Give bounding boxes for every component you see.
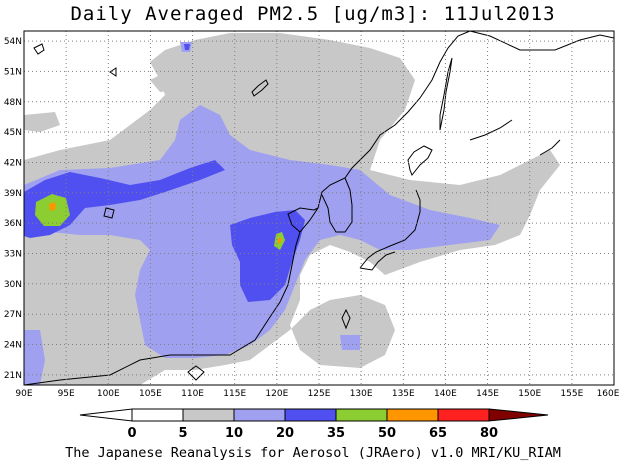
lon-label: 160E	[597, 389, 620, 399]
lon-label: 95E	[58, 389, 75, 399]
map-frame	[23, 30, 615, 386]
colorbar: 0 5 10 20 35 50 65 80	[79, 408, 549, 441]
lon-label: 130E	[350, 389, 373, 399]
lat-label: 24N	[4, 341, 22, 351]
lat-label: 39N	[4, 189, 22, 199]
lon-label: 120E	[265, 389, 288, 399]
colorbar-segment	[437, 408, 490, 422]
colorbar-label: 50	[378, 426, 396, 441]
colorbar-label: 65	[429, 426, 447, 441]
colorbar-segment	[386, 408, 439, 422]
colorbar-segment	[182, 408, 235, 422]
latitude-labels: 21N 24N 27N 30N 33N 36N 39N 42N 45N 48N …	[4, 37, 22, 381]
colorbar-label: 20	[276, 426, 294, 441]
lat-label: 33N	[4, 250, 22, 260]
longitude-labels: 90E 95E 100E 105E 110E 115E 120E 125E 13…	[15, 389, 619, 399]
lon-label: 110E	[181, 389, 204, 399]
lon-label: 150E	[518, 389, 541, 399]
colorbar-label: 35	[327, 426, 345, 441]
colorbar-label: 0	[127, 426, 136, 441]
lat-label: 54N	[4, 37, 22, 47]
colorbar-segment	[233, 408, 286, 422]
pm25-band-20-35	[24, 44, 305, 302]
pm25-band-50-65	[49, 202, 281, 243]
colorbar-label: 5	[178, 426, 187, 441]
lat-label: 42N	[4, 159, 22, 169]
lat-label: 30N	[4, 280, 22, 290]
lon-label: 140E	[434, 389, 457, 399]
colorbar-segment	[335, 408, 388, 422]
pm25-field	[24, 31, 614, 385]
colorbar-segment	[131, 408, 184, 422]
colorbar-high-triangle	[488, 408, 549, 422]
lon-label: 115E	[223, 389, 246, 399]
colorbar-label: 10	[225, 426, 243, 441]
lon-label: 90E	[15, 389, 32, 399]
data-source-footer: The Japanese Reanalysis for Aerosol (JRA…	[65, 445, 561, 461]
lat-label: 48N	[4, 98, 22, 108]
lat-label: 36N	[4, 219, 22, 229]
lon-label: 135E	[392, 389, 415, 399]
coastlines	[24, 31, 614, 385]
map-title: Daily Averaged PM2.5 [ug/m3]: 11Jul2013	[70, 3, 556, 25]
lat-label: 45N	[4, 128, 22, 138]
map-gridlines	[24, 31, 614, 385]
colorbar-label: 80	[480, 426, 498, 441]
lon-label: 105E	[139, 389, 162, 399]
lat-label: 21N	[4, 371, 22, 381]
lon-label: 125E	[308, 389, 331, 399]
lon-label: 145E	[476, 389, 499, 399]
colorbar-low-triangle	[79, 408, 133, 422]
lon-label: 100E	[97, 389, 120, 399]
colorbar-segment	[284, 408, 337, 422]
lat-label: 51N	[4, 67, 22, 77]
lon-label: 155E	[560, 389, 583, 399]
lat-label: 27N	[4, 310, 22, 320]
